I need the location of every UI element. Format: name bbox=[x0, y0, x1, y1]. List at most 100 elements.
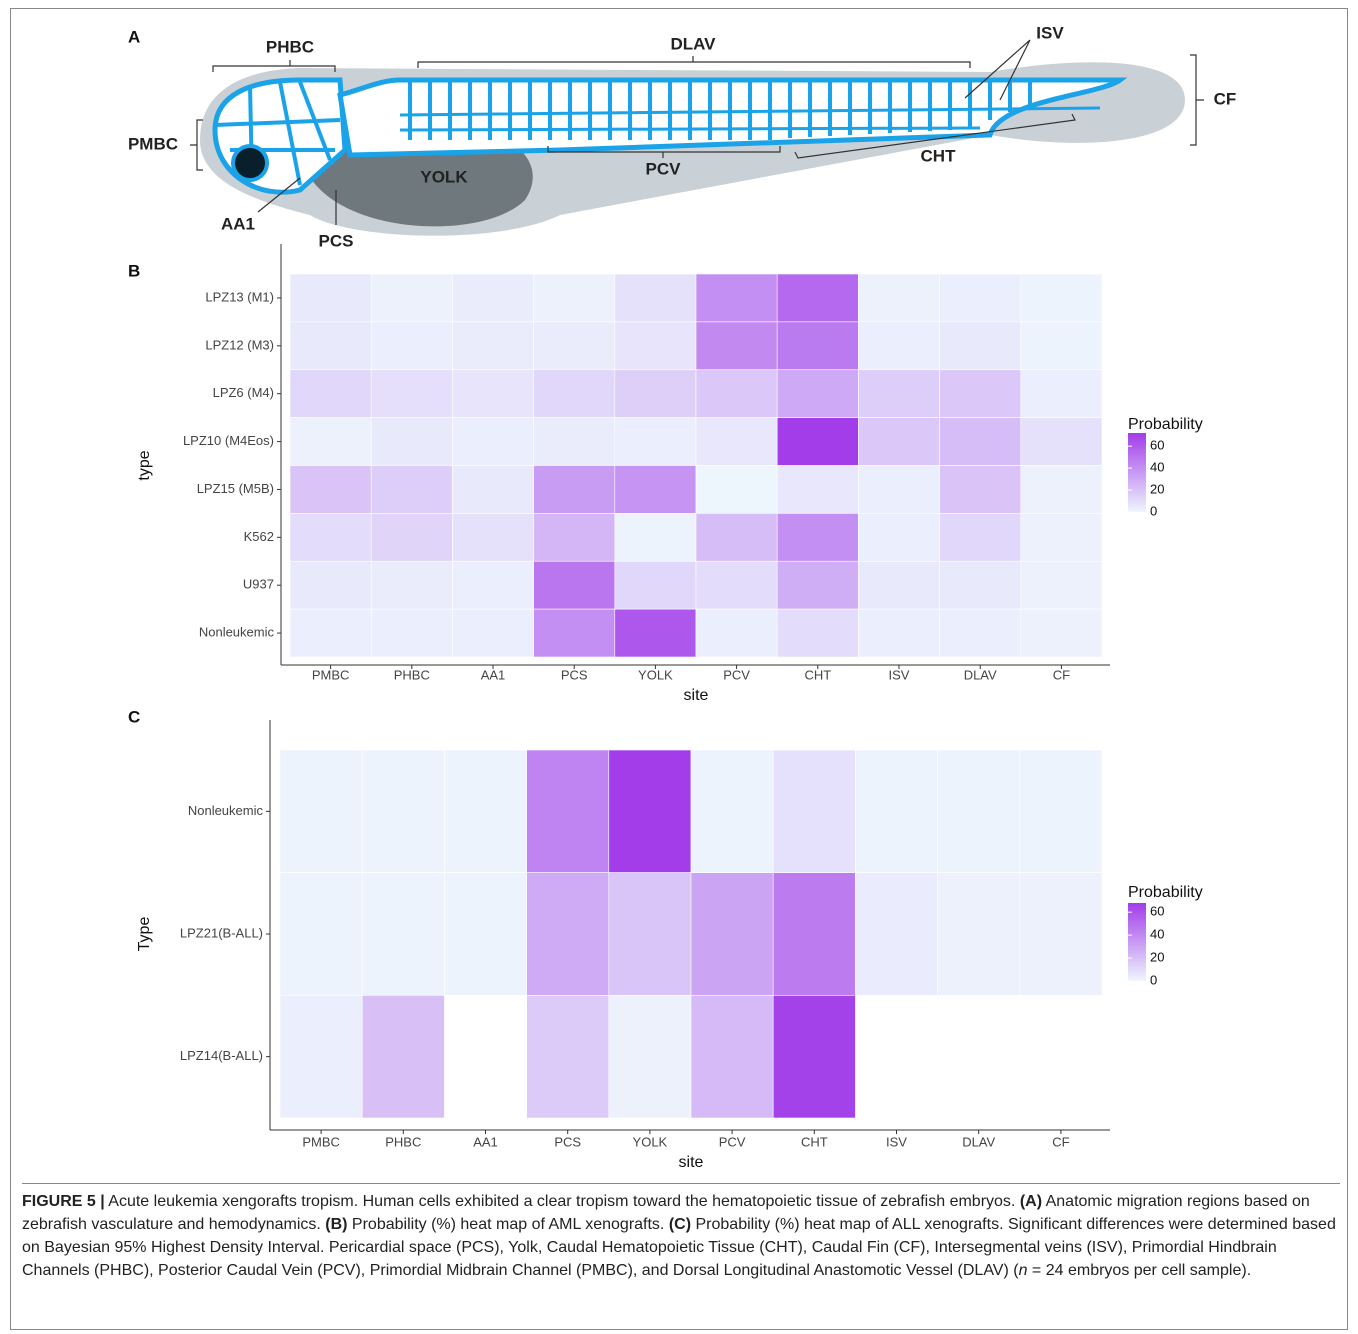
heat-cell bbox=[614, 369, 697, 418]
heat-cell bbox=[289, 608, 372, 658]
heat-cell bbox=[370, 465, 453, 514]
eye bbox=[231, 144, 269, 182]
x-tick-label: PCV bbox=[719, 1134, 746, 1149]
x-tick-label: PMBC bbox=[302, 1134, 340, 1149]
heat-cell bbox=[939, 560, 1022, 610]
heat-cell bbox=[533, 417, 616, 466]
heat-cell bbox=[858, 369, 940, 418]
brackets bbox=[190, 39, 1204, 225]
colorbar bbox=[1128, 433, 1146, 512]
y-axis-title: type bbox=[136, 450, 153, 480]
colorbar-tick-label: 20 bbox=[1150, 481, 1164, 496]
colorbar-tick-label: 0 bbox=[1150, 972, 1157, 987]
heat-cell bbox=[690, 872, 774, 996]
x-tick-label: PCS bbox=[561, 667, 588, 682]
colorbar-tick-label: 40 bbox=[1150, 927, 1164, 942]
heat-cell bbox=[858, 321, 940, 371]
heat-cell bbox=[939, 273, 1022, 323]
heat-cell bbox=[614, 321, 697, 371]
heat-cell bbox=[370, 273, 453, 323]
colorbar-tick-label: 20 bbox=[1150, 949, 1164, 964]
x-tick-label: CF bbox=[1053, 667, 1070, 682]
colorbar-tick-label: 60 bbox=[1150, 904, 1164, 919]
x-tick-label: YOLK bbox=[638, 667, 673, 682]
heat-cell bbox=[1020, 417, 1103, 466]
heat-cell bbox=[690, 995, 774, 1119]
heat-cell bbox=[1020, 321, 1103, 371]
colorbar-tick-label: 0 bbox=[1150, 503, 1157, 518]
heat-cell bbox=[776, 465, 859, 514]
heat-cell bbox=[370, 608, 453, 658]
x-tick-label: AA1 bbox=[481, 667, 506, 682]
heat-cell bbox=[937, 749, 1021, 873]
heat-cell bbox=[279, 749, 363, 873]
diagram-label: ISV bbox=[1036, 23, 1064, 42]
x-tick-label: YOLK bbox=[633, 1134, 668, 1149]
panel-label: C bbox=[128, 707, 140, 726]
x-tick-label: CHT bbox=[801, 1134, 828, 1149]
heat-cell bbox=[1019, 872, 1103, 996]
y-tick-label: LPZ10 (M4Eos) bbox=[183, 433, 274, 448]
y-tick-label: LPZ15 (M5B) bbox=[197, 481, 274, 496]
heat-cell bbox=[444, 872, 527, 996]
caption-label: FIGURE 5 | bbox=[22, 1193, 105, 1210]
diagram-label: PMBC bbox=[128, 134, 178, 153]
y-tick-label: LPZ13 (M1) bbox=[205, 289, 274, 304]
heat-cell bbox=[1020, 369, 1103, 418]
heat-cell bbox=[695, 608, 778, 658]
heat-cell bbox=[695, 513, 778, 562]
y-tick-label: K562 bbox=[244, 529, 274, 544]
heat-cell bbox=[289, 321, 372, 371]
heat-cell bbox=[614, 608, 697, 658]
heat-cell bbox=[289, 369, 372, 418]
heat-cell bbox=[695, 465, 778, 514]
heat-cell bbox=[776, 369, 859, 418]
x-axis-title: site bbox=[679, 1154, 704, 1171]
heat-cell bbox=[370, 369, 453, 418]
heat-cell bbox=[776, 513, 859, 562]
caption-text: Anatomic migration regions based on zebr… bbox=[22, 1193, 1310, 1233]
x-tick-label: PHBC bbox=[394, 667, 430, 682]
heat-cell bbox=[452, 465, 534, 514]
heat-cell bbox=[370, 417, 453, 466]
heat-cell bbox=[772, 995, 856, 1119]
heat-cell bbox=[695, 369, 778, 418]
zebrafish-diagram: PHBC DLAV ISV CF PMBC YOLK PCV CHT AA1 P… bbox=[128, 23, 1236, 250]
heat-cell bbox=[370, 321, 453, 371]
heat-cell bbox=[1020, 513, 1103, 562]
diagram-label: PHBC bbox=[266, 37, 314, 56]
heat-cell bbox=[695, 417, 778, 466]
head-vessels bbox=[214, 81, 341, 186]
heat-cell bbox=[608, 749, 692, 873]
diagram-label: PCV bbox=[646, 159, 682, 178]
heat-cell bbox=[452, 608, 534, 658]
x-tick-label: PCS bbox=[554, 1134, 581, 1149]
heat-cell bbox=[444, 749, 527, 873]
colorbar-tick-label: 40 bbox=[1150, 460, 1164, 475]
heat-cell bbox=[937, 872, 1021, 996]
heat-cell bbox=[614, 560, 697, 610]
heat-cell bbox=[772, 872, 856, 996]
y-tick-label: LPZ12 (M3) bbox=[205, 337, 274, 352]
caption-text: Probability (%) heat map of AML xenograf… bbox=[347, 1216, 669, 1233]
heat-cell bbox=[776, 608, 859, 658]
heat-cell bbox=[533, 321, 616, 371]
heat-cell bbox=[1020, 273, 1103, 323]
heat-cell bbox=[939, 608, 1022, 658]
heat-cell bbox=[1019, 749, 1103, 873]
heat-cell bbox=[776, 321, 859, 371]
y-axis-title: Type bbox=[136, 917, 153, 952]
heat-cell bbox=[289, 465, 372, 514]
heat-cell bbox=[939, 465, 1022, 514]
heat-cell bbox=[533, 369, 616, 418]
heat-cell bbox=[614, 465, 697, 514]
x-tick-label: PMBC bbox=[312, 667, 350, 682]
y-tick-label: Nonleukemic bbox=[199, 625, 275, 640]
heat-cell bbox=[858, 273, 940, 323]
heat-cell bbox=[452, 273, 534, 323]
heat-cell bbox=[289, 560, 372, 610]
diagram-label: PCS bbox=[319, 231, 354, 250]
x-axis-title: site bbox=[684, 687, 709, 704]
heat-cell bbox=[1020, 560, 1103, 610]
heat-cell bbox=[614, 417, 697, 466]
